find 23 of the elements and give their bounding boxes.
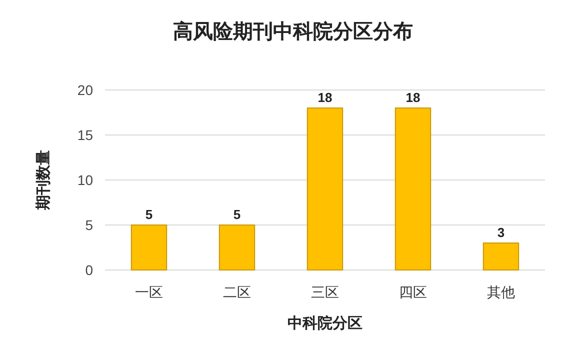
y-tick-label: 20	[77, 82, 94, 98]
x-tick-label: 二区	[223, 284, 251, 300]
data-label: 3	[497, 225, 505, 240]
data-label: 5	[145, 207, 153, 222]
x-tick-label: 其他	[487, 284, 515, 300]
data-label: 5	[233, 207, 241, 222]
data-label: 18	[318, 90, 332, 105]
y-tick-label: 10	[77, 172, 94, 188]
chart-title: 高风险期刊中科院分区分布	[173, 20, 413, 43]
y-axis-title: 期刊数量	[35, 150, 52, 211]
x-axis-title: 中科院分区	[288, 315, 362, 332]
y-tick-label: 0	[85, 262, 94, 278]
bar	[394, 108, 432, 270]
x-tick-label: 三区	[311, 284, 339, 300]
x-tick-label: 四区	[399, 284, 427, 300]
bar	[218, 224, 256, 270]
bar	[130, 224, 168, 270]
x-tick-label: 一区	[135, 284, 163, 300]
y-tick-label: 15	[77, 127, 94, 143]
data-label: 18	[406, 90, 420, 105]
bar	[306, 108, 344, 270]
y-tick-label: 5	[85, 217, 94, 233]
bar	[482, 242, 520, 270]
